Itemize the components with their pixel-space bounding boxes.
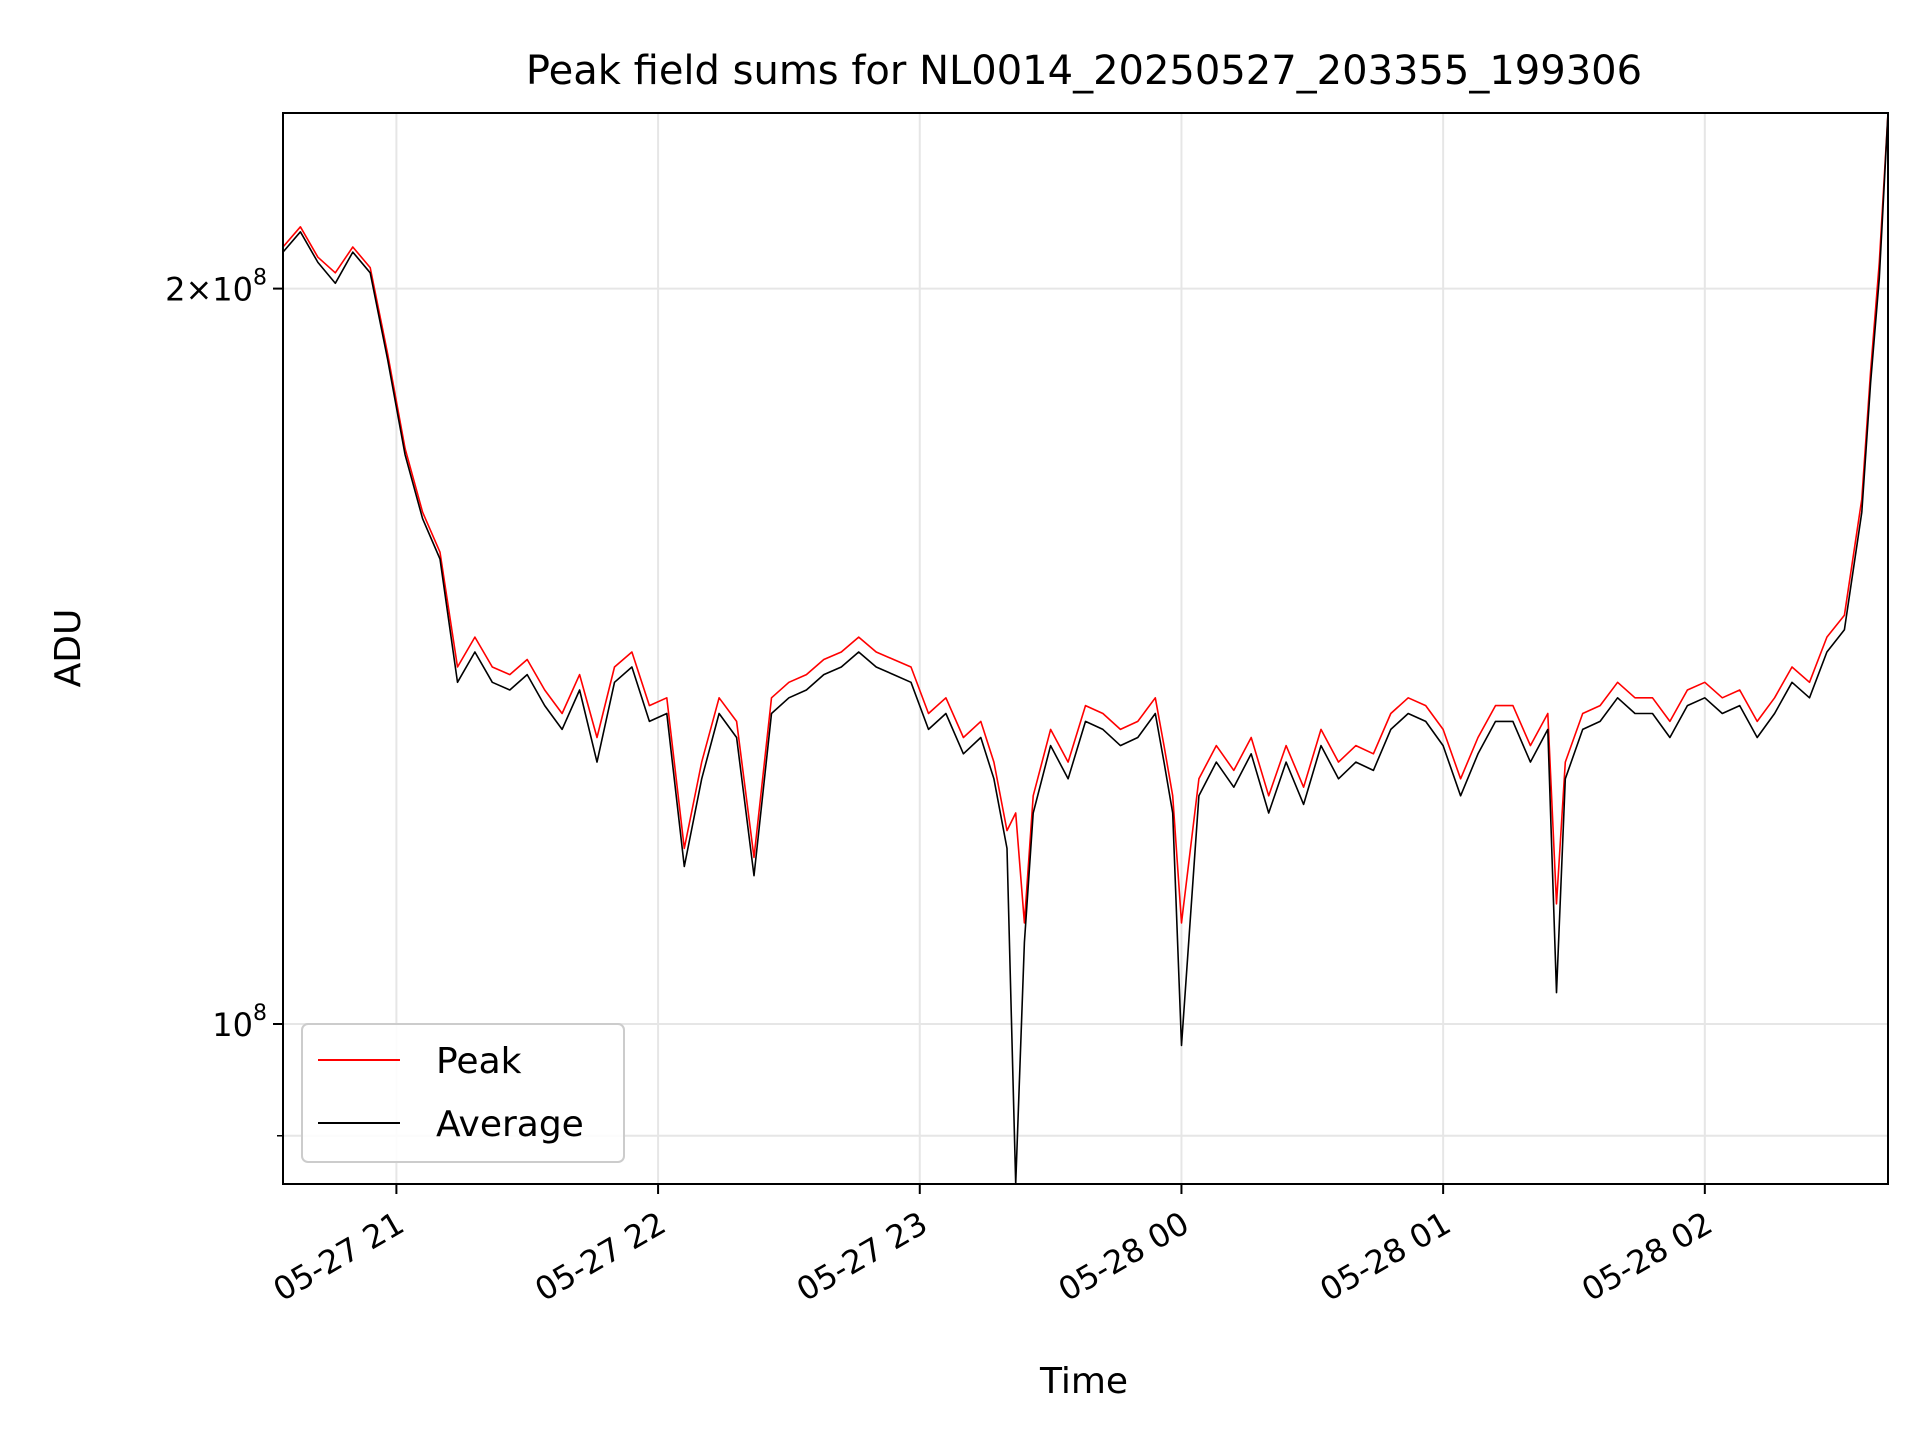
series-line-average bbox=[283, 113, 1888, 1184]
legend: Peak Average bbox=[301, 1023, 625, 1163]
legend-label-average: Average bbox=[436, 1104, 584, 1145]
x-axis-label: Time bbox=[1039, 1361, 1128, 1402]
plot-lines bbox=[283, 113, 1888, 1184]
chart-title: Peak field sums for NL0014_20250527_2033… bbox=[526, 48, 1642, 94]
y-axis-label: ADU bbox=[48, 609, 89, 688]
plot-frame bbox=[282, 112, 1889, 1185]
y-tick-label: 2×108 bbox=[165, 266, 267, 309]
y-tick-label: 108 bbox=[212, 1001, 267, 1044]
legend-label-peak: Peak bbox=[436, 1041, 522, 1082]
legend-box bbox=[301, 1023, 625, 1163]
series-line-peak bbox=[283, 113, 1888, 924]
